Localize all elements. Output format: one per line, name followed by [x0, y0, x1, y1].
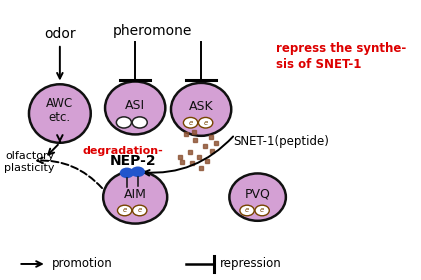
Circle shape	[116, 117, 131, 128]
Text: ASI: ASI	[125, 99, 145, 112]
Circle shape	[133, 205, 147, 216]
Text: repression: repression	[220, 258, 282, 270]
Text: olfactory
plasticity: olfactory plasticity	[5, 151, 55, 173]
Ellipse shape	[105, 81, 165, 134]
Text: degradation-: degradation-	[83, 146, 163, 156]
Ellipse shape	[103, 171, 167, 224]
Text: NEP-2: NEP-2	[110, 154, 157, 168]
Text: e: e	[260, 207, 264, 213]
Text: AIM: AIM	[124, 188, 147, 201]
Circle shape	[117, 205, 132, 216]
Text: ASK: ASK	[189, 100, 213, 113]
Circle shape	[131, 167, 145, 177]
Text: odor: odor	[44, 27, 76, 41]
Circle shape	[120, 168, 134, 178]
Text: e: e	[203, 120, 208, 126]
Text: PVQ: PVQ	[245, 188, 271, 201]
Text: promotion: promotion	[52, 258, 113, 270]
Circle shape	[255, 205, 269, 216]
Text: pheromone: pheromone	[112, 24, 192, 38]
Text: e: e	[245, 207, 249, 213]
Circle shape	[198, 117, 213, 128]
Text: e: e	[138, 207, 142, 213]
Text: repress the synthe-
sis of SNET-1: repress the synthe- sis of SNET-1	[277, 42, 407, 71]
Ellipse shape	[29, 84, 91, 143]
Circle shape	[184, 117, 198, 128]
Text: SNET-1(peptide): SNET-1(peptide)	[233, 135, 329, 148]
Text: AWC
etc.: AWC etc.	[46, 97, 74, 125]
Circle shape	[240, 205, 254, 216]
Text: e: e	[189, 120, 193, 126]
Ellipse shape	[229, 173, 286, 221]
Ellipse shape	[171, 83, 231, 136]
Circle shape	[132, 117, 147, 128]
Text: e: e	[123, 207, 127, 213]
